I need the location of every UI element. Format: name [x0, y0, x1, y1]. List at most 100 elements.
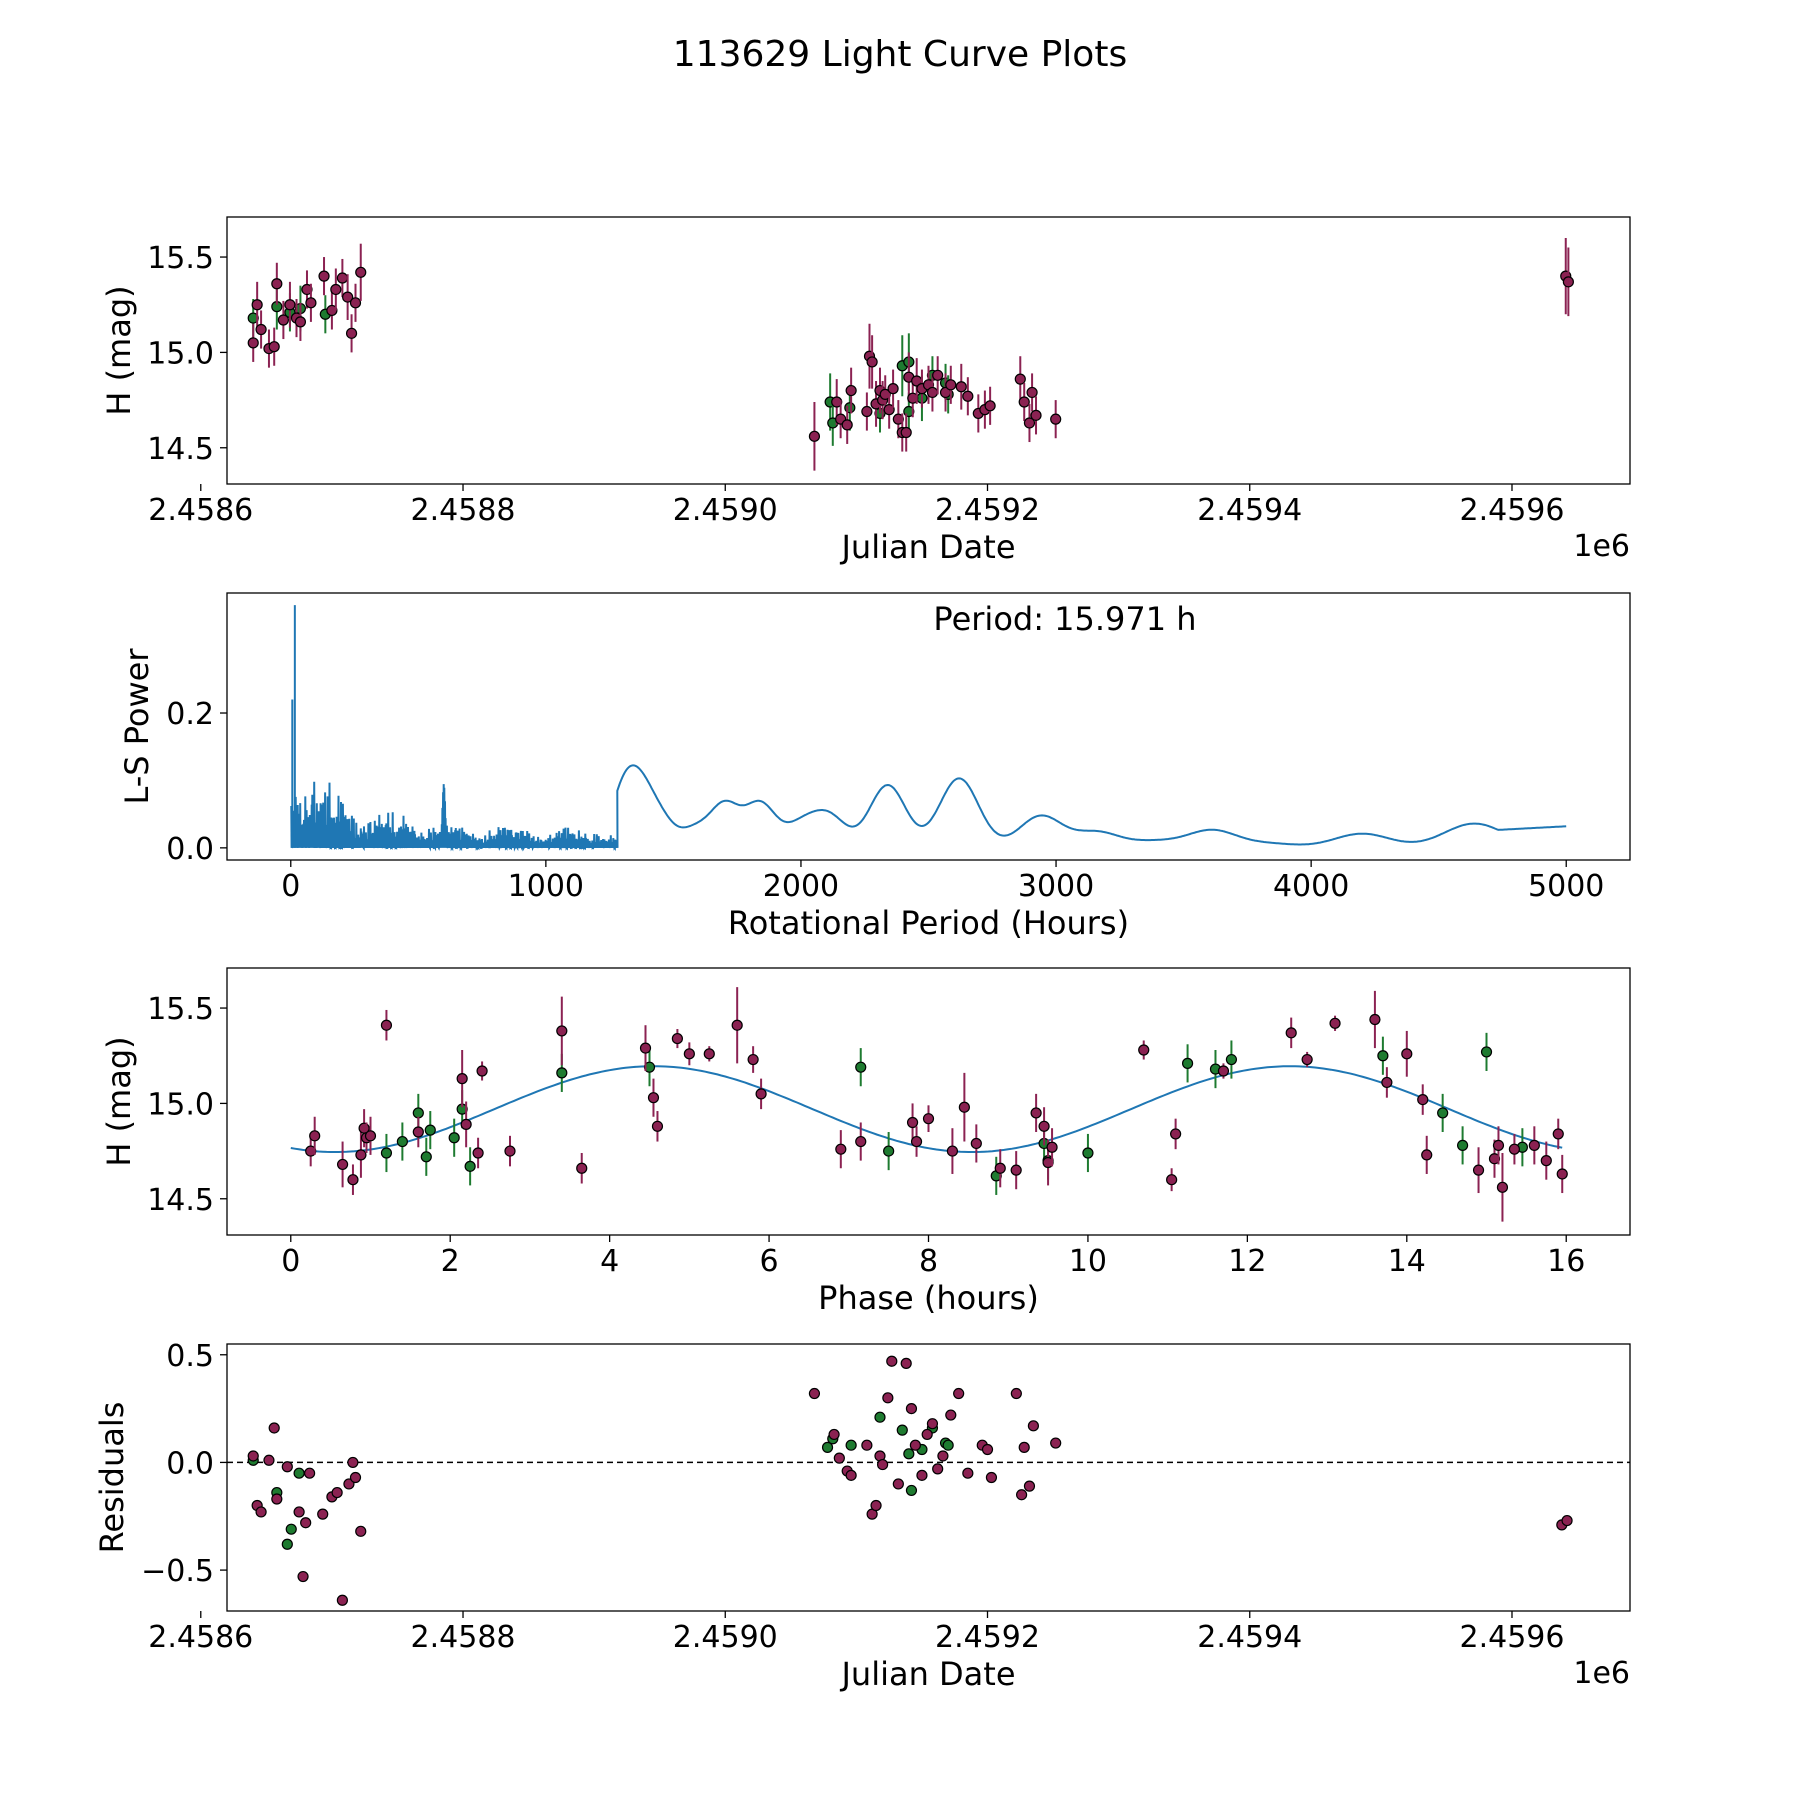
- lightcurve-point-purple: [284, 299, 296, 311]
- residuals-point-purple: [268, 1422, 280, 1434]
- lightcurve-ytick-label: 14.5: [147, 432, 214, 467]
- phased-point-green: [1082, 1147, 1094, 1159]
- residuals-point-purple: [1027, 1420, 1039, 1432]
- phased-point-purple: [1217, 1065, 1230, 1077]
- periodogram-xtick-label: 2000: [763, 869, 839, 904]
- residuals-point-purple: [271, 1493, 283, 1505]
- lightcurve-point-purple: [861, 405, 873, 418]
- phased-point-purple: [1381, 1076, 1393, 1089]
- residuals-point-purple: [937, 1450, 949, 1462]
- phased-point-purple: [747, 1053, 759, 1066]
- phased-point-purple: [1488, 1153, 1501, 1165]
- lightcurve-point-purple: [962, 390, 974, 402]
- periodogram-xtick-label: 4000: [1273, 869, 1349, 904]
- residuals-xlabel: Julian Date: [839, 1655, 1015, 1693]
- residuals-point-purple: [892, 1478, 904, 1490]
- phased-point-green: [396, 1135, 408, 1148]
- lightcurve-point-purple: [342, 291, 354, 303]
- lightcurve-point-purple: [845, 384, 857, 397]
- residuals-ytick-label: −0.5: [141, 1554, 214, 1589]
- residuals-xtick-label: 2.4596: [1459, 1620, 1564, 1655]
- residuals-point-purple: [1015, 1489, 1028, 1501]
- phased-point-purple: [1496, 1181, 1509, 1193]
- lightcurve-point-purple: [305, 297, 317, 309]
- residuals-point-purple: [247, 1450, 259, 1462]
- phased-point-green: [424, 1124, 436, 1136]
- residuals-point-purple: [317, 1508, 329, 1520]
- residuals-point-purple: [293, 1506, 305, 1518]
- residuals-point-purple: [953, 1387, 965, 1400]
- residuals-point-purple: [926, 1418, 939, 1430]
- residuals-point-purple: [981, 1443, 994, 1456]
- residuals-point-purple: [808, 1387, 821, 1400]
- phased-panel: Phase (hours) H (mag) 0 2 4 6 8 10 12 14 16 14.5 1…: [100, 967, 1631, 1317]
- phased-xtick-label: 12: [1228, 1244, 1266, 1279]
- lightcurve-point-purple: [808, 430, 821, 442]
- residuals-point-green: [281, 1538, 293, 1550]
- lightcurve-xtick-label: 2.4592: [935, 493, 1040, 528]
- phased-point-purple: [1369, 1013, 1381, 1026]
- phased-point-green: [556, 1067, 568, 1079]
- phased-point-purple: [639, 1042, 652, 1054]
- residuals-point-purple: [877, 1458, 889, 1471]
- lightcurve-xtick-label: 2.4596: [1459, 493, 1564, 528]
- phased-point-purple: [1038, 1120, 1050, 1132]
- lightcurve-point-purple: [926, 386, 939, 399]
- lightcurve-panel: Julian Date H (mag) 1e6 2.4586 2.4588 2.45…: [100, 216, 1631, 566]
- lightcurve-point-purple: [841, 419, 853, 431]
- figure-title: 113629 Light Curve Plots: [673, 34, 1127, 75]
- phased-point-purple: [1556, 1168, 1568, 1180]
- periodogram-ytick-label: 0.0: [166, 832, 214, 867]
- lightcurve-ytick-label: 15.5: [147, 241, 214, 276]
- phased-point-purple: [305, 1145, 317, 1157]
- periodogram-ytick-label: 0.2: [166, 697, 214, 732]
- lightcurve-point-purple: [268, 341, 280, 353]
- residuals-point-purple: [1018, 1441, 1030, 1453]
- phased-point-purple: [1540, 1155, 1552, 1167]
- residuals-point-purple: [861, 1439, 873, 1451]
- residuals-point-purple: [297, 1570, 309, 1583]
- lightcurve-xtick-label: 2.4594: [1197, 493, 1302, 528]
- phased-point-green: [1377, 1050, 1389, 1062]
- periodogram-xtick-label: 5000: [1528, 869, 1604, 904]
- phased-point-purple: [576, 1162, 588, 1174]
- lightcurve-point-purple: [866, 356, 878, 368]
- phased-xtick-label: 2: [441, 1244, 460, 1279]
- phased-point-purple: [1046, 1141, 1058, 1153]
- residuals-point-purple: [882, 1392, 894, 1404]
- phased-point-purple: [1417, 1093, 1429, 1106]
- residuals-point-purple: [281, 1461, 293, 1473]
- phased-xtick-label: 10: [1069, 1244, 1107, 1279]
- lightcurve-point-purple: [932, 369, 944, 381]
- lightcurve-point-purple: [1014, 373, 1026, 385]
- phased-ylabel: H (mag): [100, 1036, 138, 1166]
- phased-point-purple: [412, 1126, 424, 1138]
- phased-point-purple: [731, 1019, 743, 1031]
- phased-point-purple: [755, 1088, 767, 1100]
- phased-point-green: [448, 1132, 460, 1144]
- lightcurve-xtick-label: 2.4588: [411, 493, 516, 528]
- phased-model-curve: [290, 1065, 1563, 1153]
- phased-ytick-label: 15.0: [147, 1087, 214, 1122]
- lightcurve-point-purple: [255, 323, 267, 336]
- residuals-point-purple: [331, 1486, 343, 1499]
- residuals-point-purple: [1561, 1514, 1573, 1527]
- phased-point-purple: [970, 1137, 982, 1150]
- phased-point-green: [464, 1160, 476, 1172]
- lightcurve-point-purple: [349, 297, 362, 309]
- residuals-xtick-label: 2.4586: [148, 1620, 253, 1655]
- phased-point-green: [1437, 1107, 1449, 1119]
- phased-point-purple: [835, 1143, 847, 1155]
- phased-point-green: [1181, 1057, 1194, 1069]
- residuals-point-purple: [905, 1402, 918, 1415]
- phased-point-purple: [855, 1135, 867, 1148]
- residuals-xtick-label: 2.4590: [673, 1620, 778, 1655]
- residuals-ylabel: Residuals: [93, 1402, 131, 1554]
- phased-point-green: [1225, 1053, 1238, 1066]
- phased-point-green: [1480, 1046, 1493, 1058]
- residuals-point-green: [821, 1441, 834, 1453]
- phased-point-purple: [355, 1149, 367, 1161]
- residuals-point-green: [905, 1484, 918, 1497]
- period-annotation: Period: 15.971 h: [933, 600, 1196, 638]
